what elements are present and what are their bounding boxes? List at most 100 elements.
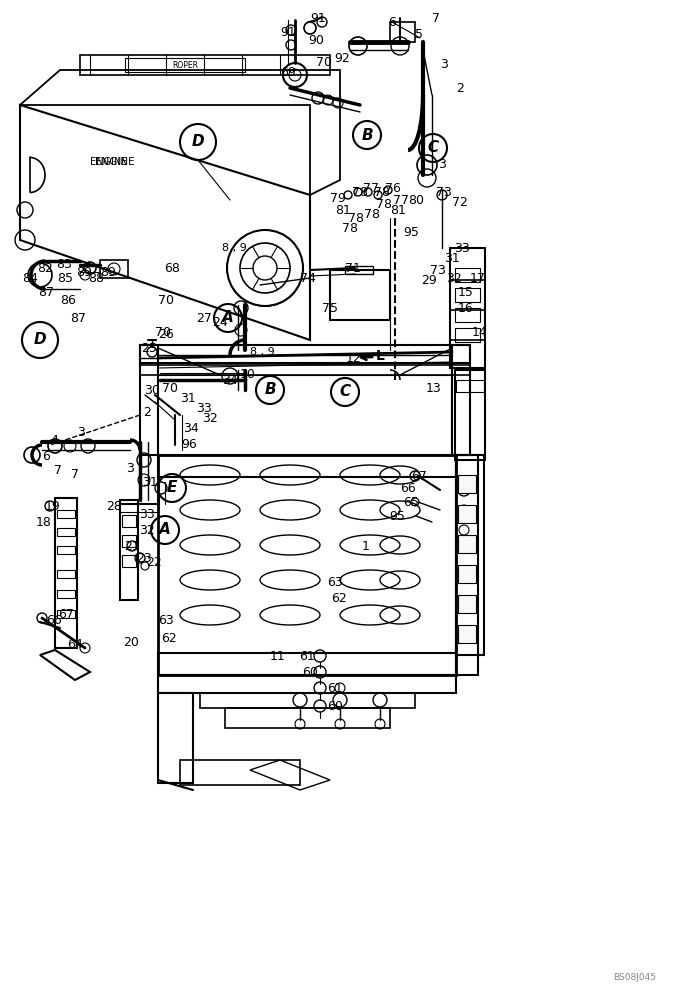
Text: 80: 80 [408,194,424,207]
Text: 83: 83 [56,257,72,270]
Bar [458,565,476,583]
Bar [57,528,75,536]
Text: 91: 91 [280,25,296,38]
Text: 90: 90 [308,33,324,46]
Bar [140,345,470,363]
Text: 31: 31 [444,251,460,264]
Bar [158,675,456,693]
Text: 8 , 9: 8 , 9 [222,243,247,253]
Text: 96: 96 [181,438,197,450]
Text: 74: 74 [300,271,316,284]
Text: 70: 70 [162,381,178,394]
Text: 71: 71 [345,261,361,274]
Text: 23: 23 [136,552,151,564]
Text: 78: 78 [364,209,380,222]
Text: 73: 73 [430,263,446,276]
Bar [57,546,75,554]
Text: 73: 73 [436,186,452,198]
Text: 31: 31 [142,476,158,488]
Text: 67: 67 [58,607,74,620]
Text: 78: 78 [342,222,358,234]
Text: 68: 68 [164,261,180,274]
Bar [100,260,128,278]
Text: 89: 89 [76,265,92,278]
Text: A: A [222,310,234,326]
Text: 33: 33 [196,401,212,414]
Text: 87: 87 [38,286,54,298]
Text: 33: 33 [139,508,155,520]
Bar [140,365,470,375]
Bar [345,266,373,274]
Text: 33: 33 [454,241,470,254]
Text: 10: 10 [240,367,256,380]
Bar [455,370,485,460]
Text: C: C [339,384,351,399]
Bar [452,345,470,455]
Text: 95: 95 [389,510,405,522]
Text: 95: 95 [403,226,419,238]
Text: 85: 85 [57,271,73,284]
Text: 82: 82 [37,261,53,274]
Bar [125,58,245,72]
Text: 78: 78 [348,212,364,225]
Text: 67: 67 [411,470,427,483]
Bar [122,535,136,547]
Text: B: B [361,127,372,142]
Text: 8 , 9: 8 , 9 [250,347,274,357]
Text: 62: 62 [161,632,176,645]
Bar [450,248,485,368]
Bar [456,455,478,675]
Text: 7: 7 [54,464,62,477]
Text: 32: 32 [446,271,462,284]
Text: 61: 61 [327,682,343,694]
Text: A: A [159,522,171,538]
Bar [330,270,390,320]
Text: 64: 64 [67,639,82,652]
Text: L: L [376,349,385,363]
Text: 84: 84 [22,271,38,284]
Text: 72: 72 [452,196,468,209]
Text: E: E [167,481,177,495]
Bar [158,653,456,675]
Bar [455,288,480,302]
Text: 62: 62 [331,591,347,604]
Text: 15: 15 [458,286,474,298]
Text: 7: 7 [432,11,440,24]
Text: D: D [34,332,47,348]
Text: 60: 60 [302,666,318,678]
Text: 2: 2 [456,82,464,95]
Text: 88: 88 [88,271,104,284]
Text: 87: 87 [70,312,86,324]
Text: 77: 77 [393,194,409,207]
Text: 81: 81 [390,204,406,217]
Text: 63: 63 [158,613,174,626]
Text: D: D [192,134,204,149]
Text: 3: 3 [440,58,448,72]
Text: 6: 6 [42,450,50,462]
Text: 17: 17 [470,271,486,284]
Text: 34: 34 [222,373,238,386]
Text: 3: 3 [77,426,85,438]
Text: 21: 21 [124,540,140,552]
Text: 6: 6 [388,15,396,28]
Text: 61: 61 [299,650,315,662]
Text: 26: 26 [158,328,174,342]
Bar [390,22,415,42]
Bar [456,380,484,392]
Text: 2: 2 [143,406,151,418]
Text: 19: 19 [45,499,61,512]
Text: 3: 3 [126,462,134,475]
Text: 76: 76 [385,182,401,194]
Text: 78: 78 [352,186,368,200]
Bar [458,475,476,493]
Text: B: B [264,382,276,397]
Bar [458,535,476,553]
Text: 27: 27 [196,312,212,324]
Text: ROPER: ROPER [172,60,198,70]
Text: 81: 81 [335,204,351,217]
Text: 32: 32 [202,412,218,424]
Bar [122,515,136,527]
Bar [158,455,456,675]
Text: 70: 70 [155,326,171,338]
Text: 4: 4 [50,434,58,446]
